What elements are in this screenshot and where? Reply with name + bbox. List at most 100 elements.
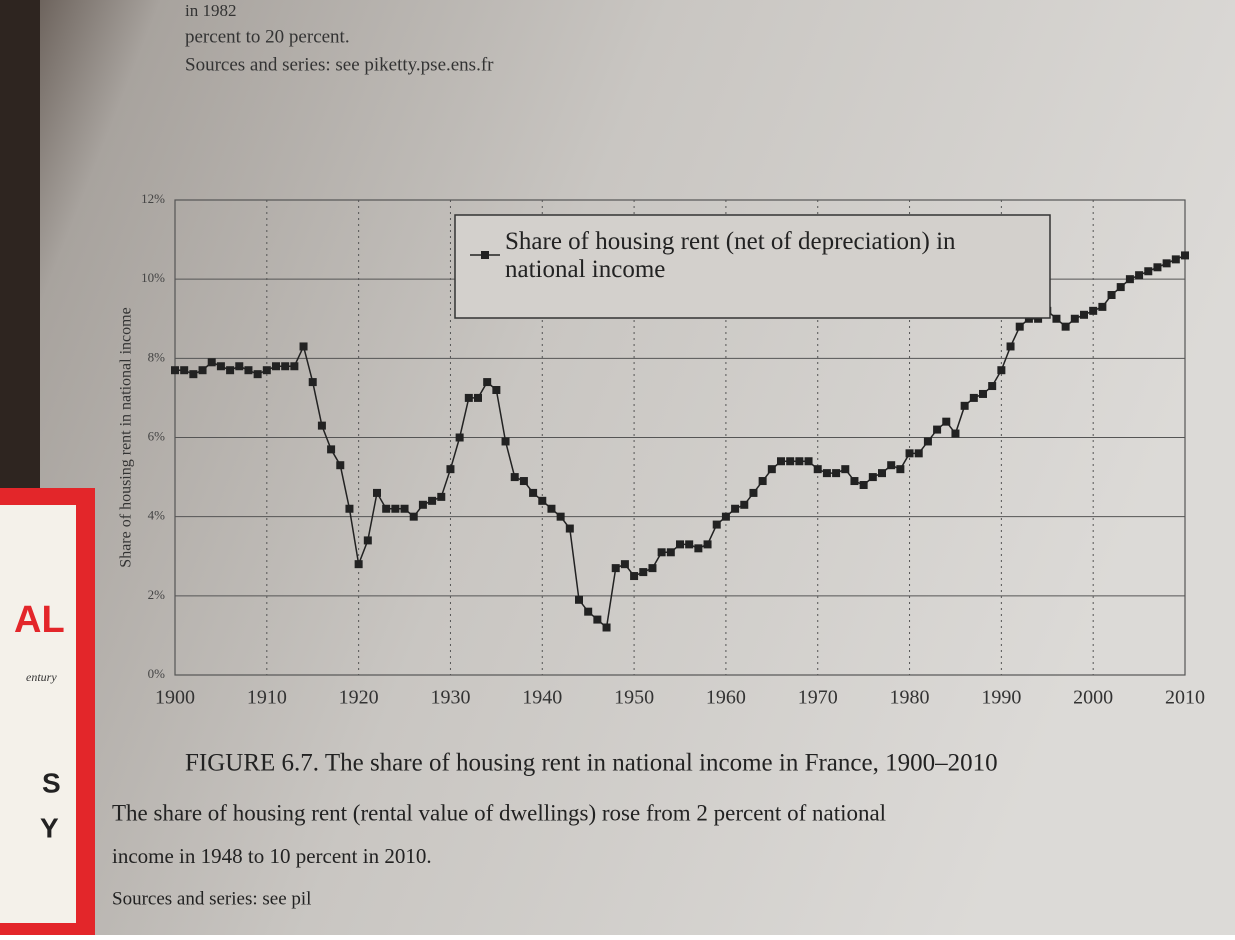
point-marker xyxy=(510,473,519,482)
point-marker xyxy=(914,449,923,458)
point-marker xyxy=(1107,291,1116,299)
point-marker xyxy=(1171,255,1180,264)
point-marker xyxy=(317,421,326,430)
header-line: percent to 20 percent. xyxy=(185,26,350,47)
y-tick-label: 2% xyxy=(148,587,166,602)
point-marker xyxy=(896,465,905,474)
point-marker xyxy=(868,473,877,482)
point-marker xyxy=(244,366,253,375)
point-marker xyxy=(446,465,455,474)
point-marker xyxy=(290,362,299,371)
point-marker xyxy=(685,540,694,549)
point-marker xyxy=(602,623,611,632)
x-tick-label: 1980 xyxy=(890,687,930,709)
point-marker xyxy=(216,362,225,371)
point-marker xyxy=(1098,302,1107,311)
x-tick-label: 1930 xyxy=(430,687,470,709)
point-marker xyxy=(767,465,776,474)
point-marker xyxy=(253,370,262,379)
point-marker xyxy=(969,393,978,402)
legend-marker xyxy=(481,251,489,259)
caption-line: Sources and series: see pil xyxy=(112,888,311,909)
point-marker xyxy=(887,461,896,470)
point-marker xyxy=(1162,259,1171,268)
point-marker xyxy=(1153,263,1162,272)
point-marker xyxy=(575,595,583,604)
x-tick-label: 2000 xyxy=(1073,687,1113,709)
point-marker xyxy=(464,393,473,402)
point-marker xyxy=(418,500,427,509)
point-marker xyxy=(373,488,381,497)
point-marker xyxy=(795,457,804,466)
point-marker xyxy=(327,445,336,454)
x-tick-label: 1970 xyxy=(798,687,838,709)
point-marker xyxy=(859,481,868,489)
point-marker xyxy=(308,378,317,387)
point-marker xyxy=(400,504,409,513)
x-tick-label: 1910 xyxy=(247,687,287,709)
x-tick-label: 1920 xyxy=(339,687,379,709)
point-marker xyxy=(363,536,372,545)
point-marker xyxy=(538,496,547,505)
point-marker xyxy=(749,488,758,497)
point-marker xyxy=(960,401,969,410)
point-marker xyxy=(281,362,290,371)
x-tick-label: 1940 xyxy=(522,687,562,709)
point-marker xyxy=(850,477,859,486)
point-marker xyxy=(1125,275,1134,284)
point-marker xyxy=(1116,283,1125,292)
point-marker xyxy=(786,457,795,466)
cover-text: entury xyxy=(26,670,57,684)
y-tick-label: 0% xyxy=(148,666,166,681)
chart: 0% 2% 4% 6% 8% 10% 12% 1900 1910 1920 1930 1940 1950… xyxy=(118,191,1205,709)
point-marker xyxy=(951,429,960,438)
point-marker xyxy=(474,393,482,402)
point-marker xyxy=(979,389,987,398)
point-marker xyxy=(712,520,721,529)
legend-entry-box: Share of housing rent (net of depreciati… xyxy=(505,228,956,283)
point-marker xyxy=(198,366,207,375)
x-tick-label: 1900 xyxy=(155,687,195,709)
header-line: Sources and series: see piketty.pse.ens.… xyxy=(185,54,494,75)
point-marker xyxy=(740,500,749,509)
point-marker xyxy=(1052,314,1061,323)
y-tick-label: 4% xyxy=(148,508,166,523)
point-marker xyxy=(483,378,492,387)
point-marker xyxy=(501,437,510,446)
point-marker xyxy=(391,504,400,513)
point-marker xyxy=(905,449,914,458)
point-marker xyxy=(630,572,639,581)
point-marker xyxy=(171,366,179,375)
y-tick-label: 10% xyxy=(141,270,165,285)
point-marker xyxy=(354,560,363,569)
point-marker xyxy=(841,465,850,474)
point-marker xyxy=(676,540,684,549)
point-marker xyxy=(1135,271,1144,280)
point-marker xyxy=(428,496,437,505)
point-marker xyxy=(565,524,574,533)
point-marker xyxy=(1181,251,1189,260)
point-marker xyxy=(988,382,997,391)
point-marker xyxy=(1144,267,1153,276)
point-marker xyxy=(721,512,730,521)
cover-text: AL xyxy=(14,599,65,641)
y-axis-label: Share of housing rent in national income xyxy=(118,307,135,567)
point-marker xyxy=(1089,306,1098,315)
point-marker xyxy=(382,504,391,513)
point-marker xyxy=(547,504,556,513)
cover-face xyxy=(0,505,76,923)
point-marker xyxy=(694,544,703,553)
point-marker xyxy=(226,366,235,375)
x-tick-label: 1990 xyxy=(981,687,1021,709)
point-marker xyxy=(235,362,244,371)
legend-box xyxy=(454,214,1051,319)
cover-text: Y xyxy=(40,812,59,843)
point-marker xyxy=(777,457,785,466)
point-marker xyxy=(923,437,932,446)
point-marker xyxy=(639,568,648,577)
point-marker xyxy=(584,607,593,616)
point-marker xyxy=(1061,322,1070,331)
point-marker xyxy=(813,465,822,474)
